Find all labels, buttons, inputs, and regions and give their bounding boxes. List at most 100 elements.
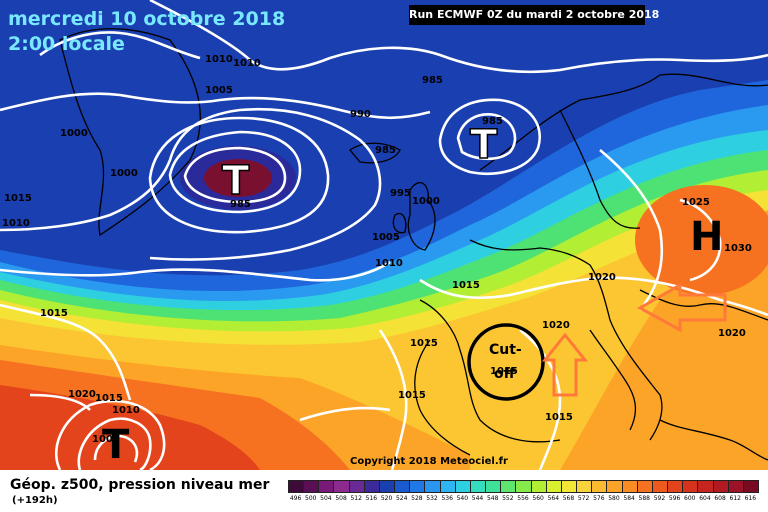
scale-swatch (606, 480, 623, 493)
pressure-label: 1005 (205, 85, 233, 96)
scale-tick: 508 (335, 495, 347, 502)
pressure-label: 995 (390, 188, 411, 199)
scale-swatch (636, 480, 653, 493)
scale-tick: 592 (653, 495, 666, 502)
pressure-label: 1015 (4, 193, 32, 204)
scale-tick: 560 (532, 495, 544, 502)
pressure-label: 1015 (452, 280, 480, 291)
arrow-left-icon (636, 282, 727, 333)
high-east-letter: H (690, 214, 723, 260)
pressure-label: 985 (230, 199, 251, 210)
high-area-east (635, 185, 768, 295)
run-info: Run ECMWF 0Z du mardi 2 octobre 2018 (409, 5, 659, 25)
scale-tick: 504 (320, 495, 332, 502)
isobars (0, 0, 768, 470)
pressure-labels: 1010 101010059859909859851000100098599510… (2, 54, 752, 445)
pressure-label: 1000 (412, 196, 440, 207)
scale-swatch (651, 480, 669, 493)
scale-swatch (545, 480, 562, 493)
pressure-label: 1020 (68, 389, 96, 400)
forecast-time: 2:00 locale (8, 33, 125, 55)
pressure-label: 1015 (545, 412, 573, 423)
scale-tick: 536 (441, 495, 453, 502)
scale-tick: 564 (547, 495, 560, 502)
scale-swatch (667, 480, 684, 493)
scale-swatch (348, 480, 365, 493)
pressure-label: 1020 (542, 320, 570, 331)
scale-swatch (485, 480, 502, 493)
pressure-label: 1010 (205, 54, 233, 65)
scale-swatch (712, 480, 729, 493)
pressure-label: 1005 (372, 232, 400, 243)
pressure-label: 1010 (112, 405, 140, 416)
scale-tick: 616 (744, 495, 757, 502)
pressure-label: 1020 (588, 272, 616, 283)
low-center-core (204, 159, 272, 197)
cut-off-line1: Cut- (489, 342, 522, 358)
cut-off-line2: off (494, 366, 516, 382)
pressure-label: 1015 (398, 390, 426, 401)
scale-swatch (576, 480, 593, 493)
pressure-label: 1015 (410, 338, 438, 349)
cut-off-circle (467, 323, 545, 401)
pressure-label: 985 (375, 145, 396, 156)
scale-swatch (454, 480, 471, 493)
scale-tick: 512 (350, 495, 362, 502)
scale-swatch (318, 480, 335, 493)
pressure-label: 1015 (95, 393, 123, 404)
scale-tick: 580 (608, 495, 620, 502)
scale-tick: 520 (380, 495, 393, 502)
scale-tick: 496 (289, 495, 302, 502)
scale-swatch (288, 480, 305, 493)
scale-tick: 608 (714, 495, 726, 502)
scale-swatch (363, 480, 380, 493)
color-scale: 496 500 504 508 512 516 520 524 528 532 536 540 544 5… (288, 480, 759, 510)
scale-tick: 556 (517, 495, 529, 502)
scale-tick: 540 (456, 495, 469, 502)
pressure-label: 1015 (490, 366, 518, 377)
pressure-label: 1030 (724, 243, 752, 254)
scale-swatch (621, 480, 638, 493)
arrow-up-icon (541, 332, 589, 397)
scale-tick: 612 (729, 495, 741, 502)
pressure-label: 990 (350, 109, 371, 120)
scale-tick: 572 (577, 495, 590, 502)
pressure-label: 1010 (2, 218, 30, 229)
low-southwest-letter: T (102, 422, 130, 468)
pressure-label: 1025 (682, 197, 710, 208)
scale-tick: 576 (593, 495, 605, 502)
scale-tick: 544 (471, 495, 484, 502)
scale-tick: 552 (502, 495, 514, 502)
pressure-label: 1020 (718, 328, 746, 339)
scale-swatch (742, 480, 759, 493)
scale-tick: 596 (668, 495, 681, 502)
scale-tick: 588 (638, 495, 650, 502)
forecast-map: T T T H Cut- off 1010 1010100598599098598… (0, 0, 768, 470)
scale-swatch (682, 480, 699, 493)
scale-tick: 604 (699, 495, 711, 502)
low-main-letter: T (222, 158, 250, 204)
scale-swatch (424, 480, 441, 493)
scale-swatch (530, 480, 547, 493)
pressure-label: 1010 (233, 58, 261, 69)
scale-tick: 516 (365, 495, 378, 502)
scale-tick: 548 (486, 495, 499, 502)
pressure-label: 1015 (40, 308, 68, 319)
scale-tick: 528 (411, 495, 423, 502)
scale-swatch (560, 480, 578, 493)
low-north-letter: T (470, 122, 498, 168)
legend-title: Géop. z500, pression niveau mer (10, 477, 270, 493)
legend-footer: Géop. z500, pression niveau mer (+192h) … (0, 470, 768, 512)
scale-tick: 584 (623, 495, 635, 502)
scale-swatch (727, 480, 744, 493)
pressure-label: 1000 (60, 128, 88, 139)
copyright: Copyright 2018 Meteociel.fr (350, 456, 508, 467)
scale-swatch (394, 480, 411, 493)
scale-swatch (469, 480, 487, 493)
scale-swatch (697, 480, 714, 493)
forecast-date: mercredi 10 octobre 2018 (8, 8, 286, 30)
scale-swatch (333, 480, 350, 493)
pressure-label: 985 (482, 116, 503, 127)
pressure-label: 1000 (110, 168, 138, 179)
